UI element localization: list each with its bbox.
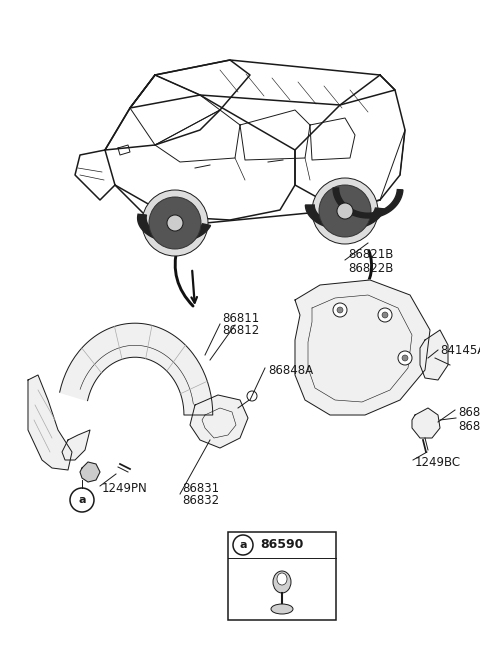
Text: 86841: 86841 <box>458 407 480 419</box>
Text: a: a <box>239 540 247 550</box>
Polygon shape <box>80 462 100 482</box>
Text: 84145A: 84145A <box>440 344 480 356</box>
Polygon shape <box>305 205 384 230</box>
Circle shape <box>378 308 392 322</box>
Circle shape <box>333 303 347 317</box>
Polygon shape <box>420 330 448 380</box>
Circle shape <box>149 197 201 249</box>
Polygon shape <box>295 280 430 415</box>
Polygon shape <box>190 395 248 448</box>
Circle shape <box>402 355 408 361</box>
Text: 86590: 86590 <box>260 539 303 552</box>
Text: 86812: 86812 <box>222 325 259 337</box>
Text: 86811: 86811 <box>222 312 259 325</box>
Text: 86832: 86832 <box>182 495 219 508</box>
Text: 86822B: 86822B <box>348 262 394 274</box>
Circle shape <box>312 178 378 244</box>
Text: 86831: 86831 <box>182 482 219 495</box>
Ellipse shape <box>271 604 293 614</box>
Text: 86848A: 86848A <box>268 363 313 377</box>
Text: a: a <box>78 495 86 505</box>
Circle shape <box>247 391 257 401</box>
Text: 1249PN: 1249PN <box>102 482 148 495</box>
Ellipse shape <box>273 571 291 593</box>
Polygon shape <box>60 323 213 415</box>
Polygon shape <box>62 430 90 460</box>
Text: 1249BC: 1249BC <box>415 455 461 468</box>
Circle shape <box>319 185 371 237</box>
Ellipse shape <box>277 573 287 585</box>
Circle shape <box>167 215 183 231</box>
Polygon shape <box>412 408 440 438</box>
Circle shape <box>398 351 412 365</box>
Circle shape <box>337 307 343 313</box>
Circle shape <box>337 203 353 219</box>
Circle shape <box>142 190 208 256</box>
Bar <box>228 532 336 620</box>
Polygon shape <box>333 188 403 218</box>
Text: 86842: 86842 <box>458 419 480 432</box>
Polygon shape <box>28 375 72 470</box>
Text: 86821B: 86821B <box>348 249 394 262</box>
Circle shape <box>382 312 388 318</box>
Polygon shape <box>138 215 211 242</box>
